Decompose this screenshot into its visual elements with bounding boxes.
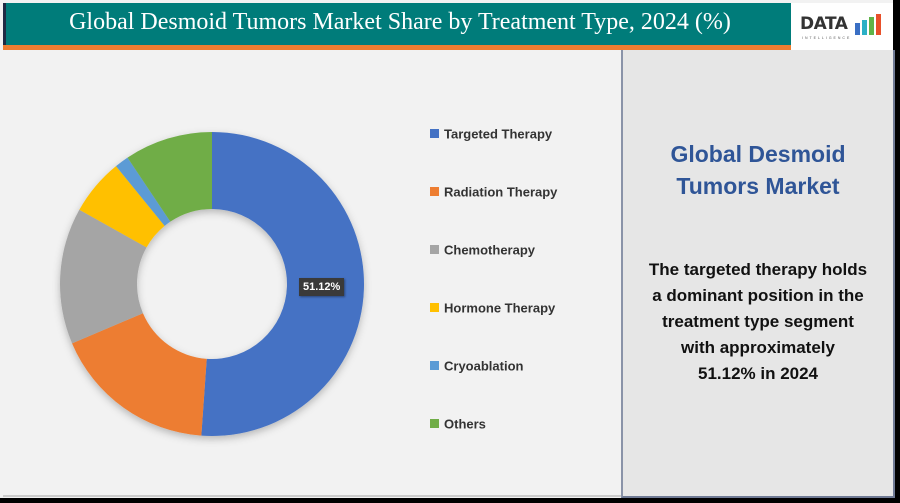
summary-line: with approximately bbox=[681, 338, 835, 357]
summary-line: The targeted therapy holds bbox=[648, 260, 868, 279]
legend-swatch bbox=[430, 187, 439, 197]
summary-title-line: Tumors Market bbox=[676, 173, 840, 199]
logo-text: DATA bbox=[800, 14, 848, 34]
legend-swatch bbox=[430, 361, 439, 371]
legend-item-chemotherapy: Chemotherapy bbox=[430, 241, 535, 259]
chart-title: Global Desmoid Tumors Market Share by Tr… bbox=[69, 9, 731, 35]
accent-bar bbox=[3, 45, 791, 50]
donut-slice-hormone-therapy bbox=[79, 166, 165, 248]
logo: DATA INTELLIGENCE bbox=[791, 3, 893, 51]
legend-swatch bbox=[430, 129, 439, 139]
data-label-targeted-therapy: 51.12% bbox=[299, 278, 345, 296]
donut-slice-others bbox=[127, 132, 212, 222]
donut-slice-targeted-therapy bbox=[201, 132, 364, 436]
legend-item-targeted-therapy: Targeted Therapy bbox=[430, 125, 552, 143]
legend-label: Targeted Therapy bbox=[444, 126, 553, 142]
legend-label: Cryoablation bbox=[444, 358, 524, 374]
summary-line: a dominant position in the bbox=[652, 286, 864, 305]
legend-label: Chemotherapy bbox=[444, 242, 536, 258]
summary-line: treatment type segment bbox=[662, 312, 854, 331]
legend-item-others: Others bbox=[430, 415, 486, 433]
donut-slice-radiation-therapy bbox=[72, 313, 207, 436]
summary-text: The targeted therapy holds a dominant po… bbox=[623, 257, 893, 387]
legend-item-hormone-therapy: Hormone Therapy bbox=[430, 299, 555, 317]
summary-line: 51.12% in 2024 bbox=[697, 364, 819, 383]
legend-swatch bbox=[430, 303, 439, 313]
legend-item-cryoablation: Cryoablation bbox=[430, 357, 523, 375]
donut-slice-cryoablation bbox=[115, 157, 171, 226]
summary-title-line: Global Desmoid bbox=[670, 141, 846, 167]
summary-panel: Global Desmoid Tumors Market The targete… bbox=[621, 50, 895, 498]
legend-label: Hormone Therapy bbox=[444, 300, 556, 316]
logo-subtext: INTELLIGENCE bbox=[802, 36, 852, 40]
legend-label: Others bbox=[444, 416, 486, 432]
legend-swatch bbox=[430, 245, 439, 255]
summary-title: Global Desmoid Tumors Market bbox=[623, 138, 893, 202]
donut-chart bbox=[59, 132, 364, 436]
header-banner: Global Desmoid Tumors Market Share by Tr… bbox=[3, 3, 794, 45]
legend-item-radiation-therapy: Radiation Therapy bbox=[430, 183, 557, 201]
donut-slice-chemotherapy bbox=[59, 209, 147, 344]
legend-swatch bbox=[430, 419, 439, 429]
bar-chart-logo-icon bbox=[855, 14, 881, 35]
legend-label: Radiation Therapy bbox=[444, 184, 558, 200]
